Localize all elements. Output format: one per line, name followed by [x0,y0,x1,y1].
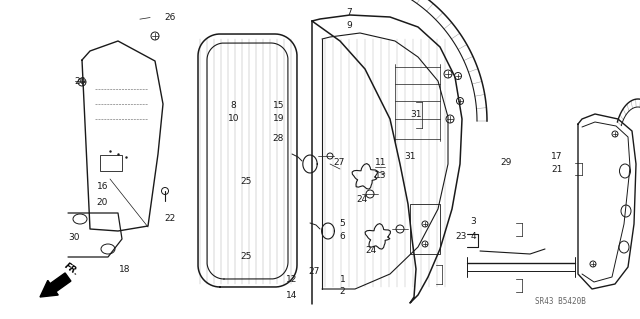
Text: 23: 23 [455,232,467,241]
Text: 29: 29 [500,158,511,167]
Text: 12: 12 [285,275,297,284]
Text: 15: 15 [273,101,284,110]
Text: 24: 24 [356,195,367,204]
Text: 5: 5 [340,219,345,228]
Text: 31: 31 [410,110,422,119]
Text: 22: 22 [164,214,175,223]
Text: 26: 26 [164,13,175,22]
Text: 24: 24 [365,246,377,255]
Text: 27: 27 [333,158,345,167]
Text: 7: 7 [346,8,351,17]
Text: 21: 21 [551,165,563,174]
Text: 31: 31 [404,152,415,161]
Text: 30: 30 [68,233,79,242]
Text: FR.: FR. [63,261,81,277]
Text: 8: 8 [231,101,236,110]
Text: 27: 27 [308,267,319,276]
Text: 13: 13 [375,171,387,180]
Text: 9: 9 [346,21,351,30]
Text: 20: 20 [97,198,108,207]
Text: 3: 3 [471,217,476,226]
Text: SR43 B5420B: SR43 B5420B [534,296,586,306]
Text: 16: 16 [97,182,108,191]
Text: 2: 2 [340,287,345,296]
Text: 25: 25 [241,252,252,261]
Text: 28: 28 [273,134,284,143]
Text: 6: 6 [340,232,345,241]
FancyArrow shape [40,273,71,297]
Text: 1: 1 [340,275,345,284]
Text: 14: 14 [285,291,297,300]
Text: 25: 25 [241,177,252,186]
Text: 11: 11 [375,158,387,167]
Text: 19: 19 [273,114,284,122]
Text: 17: 17 [551,152,563,161]
Text: 26: 26 [74,77,86,86]
Text: 10: 10 [228,114,239,122]
Text: 18: 18 [119,265,131,274]
Text: 4: 4 [471,232,476,241]
